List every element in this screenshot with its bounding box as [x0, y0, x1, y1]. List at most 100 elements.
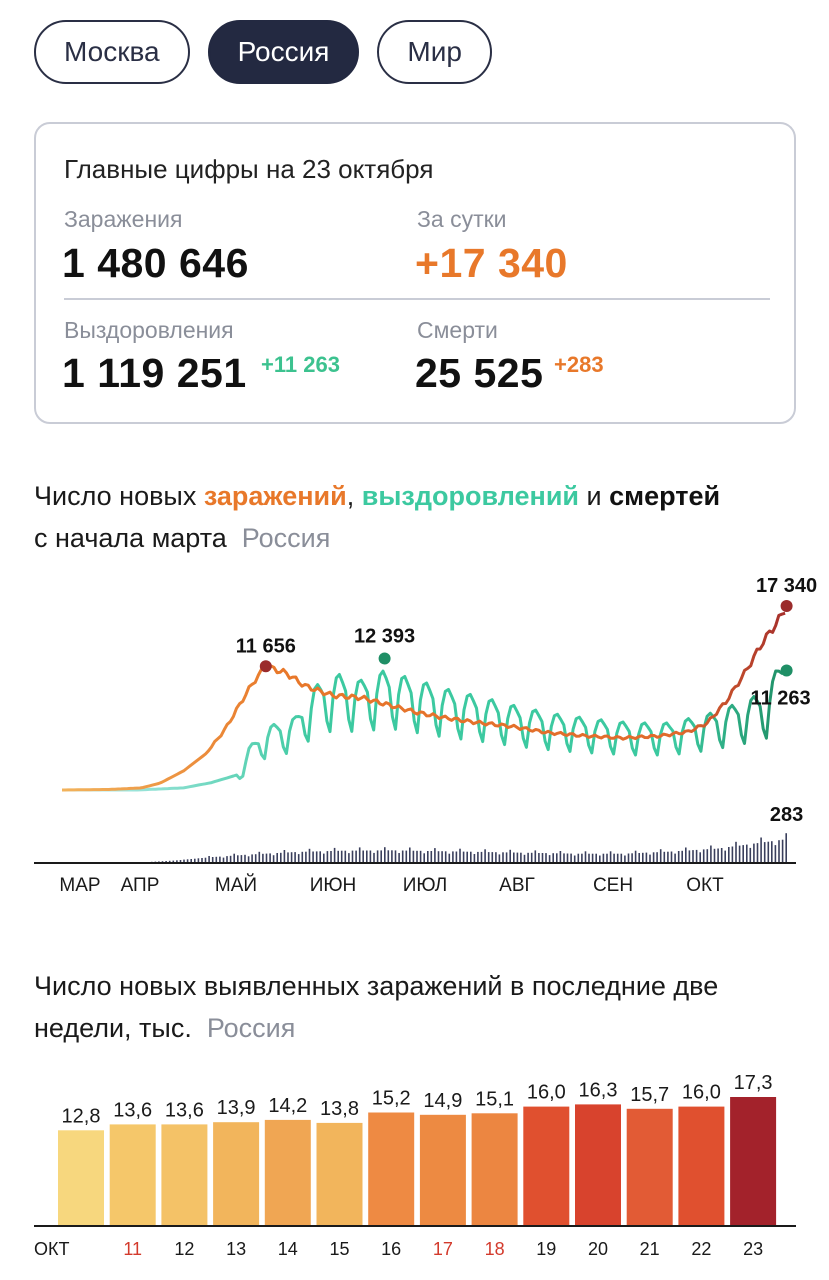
- death-bar: [527, 852, 529, 863]
- death-bar: [609, 851, 612, 863]
- death-bar: [459, 848, 461, 863]
- death-bar: [412, 850, 415, 863]
- death-bar: [595, 853, 597, 863]
- death-bar: [645, 852, 648, 863]
- death-bar: [656, 852, 658, 863]
- recoveries-delta: +11 263: [261, 352, 340, 377]
- death-bar: [746, 844, 748, 863]
- death-bar: [749, 847, 752, 863]
- tab-world[interactable]: Мир: [377, 20, 492, 84]
- deaths-delta: +283: [554, 352, 604, 377]
- bar-value-label: 15,1: [475, 1088, 514, 1110]
- summary-title: Главные цифры на 23 октября: [64, 154, 434, 184]
- death-bar: [477, 851, 479, 863]
- bar-category-label: 17: [433, 1239, 453, 1259]
- chart2-heading-region: Россия: [206, 1013, 296, 1043]
- death-bar: [280, 852, 282, 863]
- death-bar: [355, 850, 357, 863]
- infections-peak-marker: [780, 600, 793, 612]
- death-bar: [649, 854, 651, 863]
- death-bar: [541, 853, 544, 863]
- x-tick-label: АВГ: [499, 875, 535, 896]
- death-bar: [760, 837, 762, 863]
- death-bar: [523, 854, 526, 863]
- bar-category-label: 20: [588, 1239, 608, 1259]
- death-bar: [713, 848, 716, 863]
- death-bar: [491, 852, 494, 863]
- death-bar: [785, 833, 787, 863]
- death-bar: [340, 850, 343, 863]
- death-bar: [778, 840, 780, 863]
- death-bar: [337, 850, 339, 863]
- death-bar: [670, 851, 673, 863]
- bar-value-label: 16,0: [527, 1082, 566, 1104]
- x-tick-label: СЕН: [593, 875, 633, 896]
- death-bar: [462, 851, 465, 863]
- death-bar: [573, 855, 576, 863]
- bar-value-label: 12,8: [62, 1105, 101, 1127]
- death-bar: [434, 848, 436, 863]
- death-bar: [416, 850, 418, 863]
- recoveries-peak-marker: [378, 652, 391, 665]
- death-bar: [308, 848, 311, 863]
- tab-russia[interactable]: Россия: [207, 20, 360, 84]
- bar-value-label: 14,2: [268, 1095, 307, 1117]
- death-bar: [290, 852, 293, 863]
- death-bar: [642, 852, 644, 863]
- death-bar: [233, 853, 235, 863]
- deaths-label: Смерти: [417, 317, 498, 343]
- death-bar: [401, 850, 404, 863]
- bar: [523, 1106, 570, 1225]
- bar-category-label: 21: [640, 1239, 660, 1259]
- death-bar: [548, 855, 551, 863]
- death-bar: [563, 853, 565, 863]
- death-bar: [616, 853, 619, 863]
- recoveries-annotation-label: 11 263: [751, 688, 811, 710]
- death-bar: [753, 843, 755, 863]
- death-bar: [577, 853, 580, 863]
- death-bar: [294, 852, 296, 863]
- death-bar: [319, 851, 321, 863]
- death-bar: [251, 854, 253, 863]
- death-bar: [452, 851, 454, 863]
- death-bar: [513, 852, 515, 863]
- x-tick-label: ИЮЛ: [403, 875, 447, 896]
- death-bar: [226, 856, 228, 863]
- death-bar: [172, 860, 175, 863]
- tab-moscow[interactable]: Москва: [34, 20, 190, 84]
- bar: [213, 1122, 260, 1225]
- daily-value: +17 340: [415, 240, 568, 286]
- bar: [419, 1114, 466, 1225]
- infections-label: Заражения: [64, 206, 183, 232]
- death-bar: [706, 849, 709, 863]
- bar: [575, 1104, 621, 1225]
- death-bar: [254, 854, 257, 863]
- death-bar: [176, 860, 178, 863]
- deaths-annotation-label: 283: [770, 804, 803, 826]
- chart1-heading-text: Число новых: [34, 481, 204, 511]
- death-bar: [312, 851, 314, 863]
- death-bar: [362, 850, 364, 863]
- chart1-heading: Число новых заражений, выздоровлений и с…: [34, 475, 720, 559]
- death-bar: [366, 850, 368, 863]
- death-bar: [699, 852, 701, 863]
- death-bar: [685, 847, 687, 863]
- death-bar: [613, 853, 615, 863]
- death-bar: [495, 852, 497, 863]
- death-bar: [516, 852, 519, 863]
- bar-category-label: ОКТ: [34, 1239, 69, 1259]
- summary-card: Главные цифры на 23 октября Заражения 1 …: [34, 122, 796, 424]
- death-bar: [409, 847, 411, 863]
- chart1-heading-line2: с начала марта: [34, 523, 227, 553]
- bar-value-label: 16,3: [579, 1079, 618, 1101]
- death-bar: [373, 852, 375, 863]
- death-bar: [692, 850, 694, 863]
- death-bar: [728, 847, 730, 863]
- death-bar: [771, 841, 773, 863]
- death-bar: [710, 845, 712, 863]
- death-bar: [391, 850, 393, 863]
- death-bar: [602, 853, 605, 863]
- death-bar: [186, 859, 189, 863]
- death-bar: [287, 852, 289, 863]
- death-bar: [667, 851, 669, 863]
